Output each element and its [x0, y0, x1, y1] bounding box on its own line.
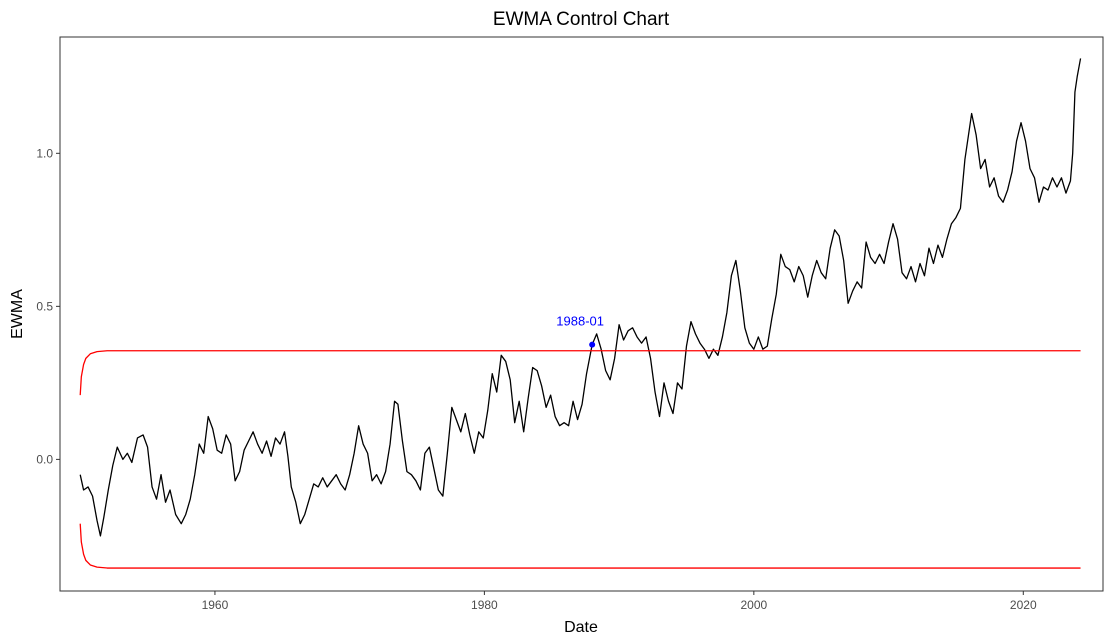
annotation-label: 1988-01 — [556, 314, 604, 329]
x-tick-label: 1960 — [202, 598, 229, 612]
y-tick-label: 0.0 — [36, 452, 53, 466]
lower-control-limit-line — [79, 523, 1081, 569]
series-layer — [79, 58, 1082, 569]
x-axis-title: Date — [564, 619, 598, 636]
plot-panel — [60, 37, 1103, 591]
y-axis-title: EWMA — [9, 289, 26, 339]
ewma-series-line — [79, 58, 1082, 537]
y-tick-label: 1.0 — [36, 146, 53, 160]
annotation-point — [589, 341, 596, 348]
x-axis: 1960 1980 2000 2020 — [202, 591, 1037, 612]
x-tick-label: 2000 — [740, 598, 767, 612]
y-tick-label: 0.5 — [36, 299, 53, 313]
annotation-layer: 1988-01 — [556, 314, 604, 348]
chart-title: EWMA Control Chart — [493, 9, 670, 30]
x-tick-label: 2020 — [1010, 598, 1037, 612]
plot-border — [59, 36, 1104, 592]
plot-area: 1988-01 — [59, 36, 1104, 592]
upper-control-limit-line — [79, 350, 1081, 396]
x-tick-label: 1980 — [471, 598, 498, 612]
y-axis: 0.0 0.5 1.0 — [36, 146, 60, 466]
